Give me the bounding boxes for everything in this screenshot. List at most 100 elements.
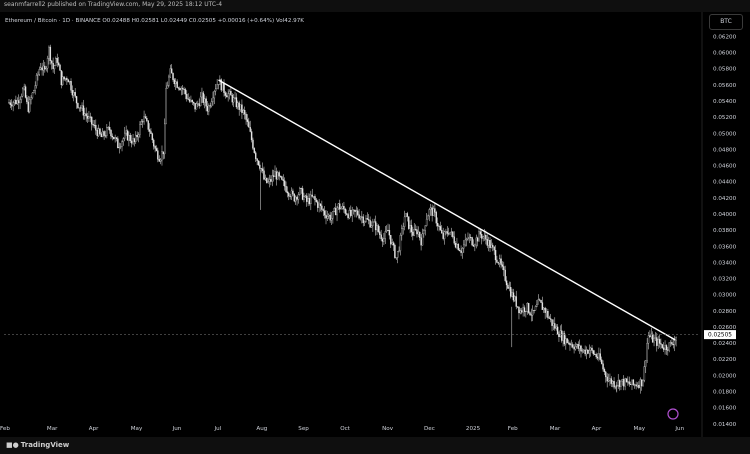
candle-body	[22, 88, 24, 97]
candle-body	[538, 299, 541, 301]
candle-body	[591, 347, 593, 351]
candle-body	[474, 244, 476, 247]
candle-body	[195, 103, 198, 110]
currency-button[interactable]: BTC	[709, 14, 743, 30]
candle-body	[489, 240, 491, 249]
x-tick-label: Mar	[47, 426, 58, 432]
candle-body	[465, 238, 468, 241]
candle-body	[394, 244, 396, 258]
candle-body	[299, 188, 301, 195]
candle-body	[191, 99, 194, 103]
candle-body	[188, 99, 191, 102]
candle-body	[89, 116, 92, 118]
candle-body	[621, 379, 624, 382]
candle-body	[566, 338, 568, 344]
candle-body	[493, 246, 495, 251]
candle-body	[158, 159, 160, 162]
y-tick-label: 0.05600	[713, 83, 737, 89]
last-price-badge	[704, 330, 736, 340]
candle-body	[505, 280, 508, 286]
candle-body	[317, 201, 319, 208]
candle-body	[516, 306, 519, 308]
candle-body	[585, 349, 588, 355]
candle-body	[307, 198, 309, 202]
candle-body	[272, 175, 275, 177]
candle-body	[350, 210, 352, 216]
candle-body	[370, 225, 373, 228]
candle-body	[387, 229, 389, 231]
candle-body	[383, 238, 385, 242]
candle-body	[70, 81, 72, 91]
candle-body	[250, 131, 253, 141]
candle-body	[470, 237, 472, 238]
candle-body	[380, 234, 382, 240]
candle-body	[512, 292, 515, 301]
candle-body	[543, 307, 545, 310]
candle-body	[446, 231, 448, 234]
candle-body	[290, 190, 293, 197]
candle-body	[430, 207, 432, 210]
candle-body	[296, 196, 298, 200]
candle-body	[476, 237, 479, 242]
candle-body	[616, 385, 618, 387]
candle-body	[521, 310, 523, 313]
candle-body	[536, 304, 538, 307]
y-tick-label: 0.02200	[713, 357, 737, 363]
candle-body	[241, 104, 243, 113]
candle-body	[159, 159, 162, 162]
candle-body	[323, 210, 326, 216]
candle-body	[59, 64, 61, 71]
candle-body	[600, 359, 603, 364]
symbol-name[interactable]: Ethereum / Bitcoin · 1D · BINANCE	[5, 18, 101, 24]
compass-icon[interactable]	[667, 408, 679, 420]
candle-body	[11, 104, 13, 107]
candle-body	[204, 98, 206, 103]
candle-body	[551, 319, 553, 326]
candle-body	[412, 231, 414, 236]
candle-body	[8, 102, 10, 104]
candle-body	[341, 206, 344, 209]
candle-body	[245, 114, 247, 120]
candle-body	[665, 345, 668, 351]
candle-body	[565, 338, 567, 345]
candle-body	[164, 123, 166, 155]
candle-body	[63, 76, 65, 80]
tradingview-logo[interactable]: ■● TradingView	[6, 441, 70, 449]
y-tick-label: 0.01800	[713, 389, 737, 395]
candle-body	[187, 98, 189, 100]
y-tick-label: 0.06000	[713, 51, 737, 57]
x-tick-label: Feb	[0, 426, 10, 432]
candle-body	[532, 309, 534, 316]
candle-body	[106, 127, 108, 136]
candle-body	[515, 296, 517, 307]
candle-body	[246, 119, 249, 122]
candle-body	[223, 82, 225, 93]
candle-body	[52, 63, 54, 70]
price-chart[interactable]: 0.06200 0.06000 0.05800 0.05600 0.05400 0.052…	[0, 0, 750, 437]
candle-body	[549, 318, 552, 320]
candle-body	[369, 220, 371, 228]
candle-body	[271, 175, 273, 182]
symbol-legend: Ethereum / Bitcoin · 1D · BINANCE O0.024…	[5, 18, 304, 24]
candle-body	[628, 381, 630, 385]
candle-body	[487, 240, 490, 246]
candle-body	[318, 203, 320, 208]
candle-body	[88, 116, 90, 119]
candle-body	[151, 133, 154, 141]
candle-body	[13, 99, 16, 103]
candle-body	[321, 205, 323, 210]
candle-body	[381, 238, 384, 242]
candle-body	[253, 148, 256, 153]
candle-body	[352, 209, 355, 211]
candle-body	[146, 118, 148, 121]
candle-body	[471, 237, 473, 246]
candle-body	[202, 92, 205, 103]
candle-body	[315, 199, 318, 202]
candle-body	[137, 134, 140, 138]
candle-body	[447, 233, 450, 235]
candle-body	[175, 81, 177, 85]
candle-body	[226, 95, 228, 98]
candle-body	[114, 137, 116, 140]
y-tick-label: 0.05400	[713, 99, 737, 105]
candle-body	[654, 337, 657, 339]
